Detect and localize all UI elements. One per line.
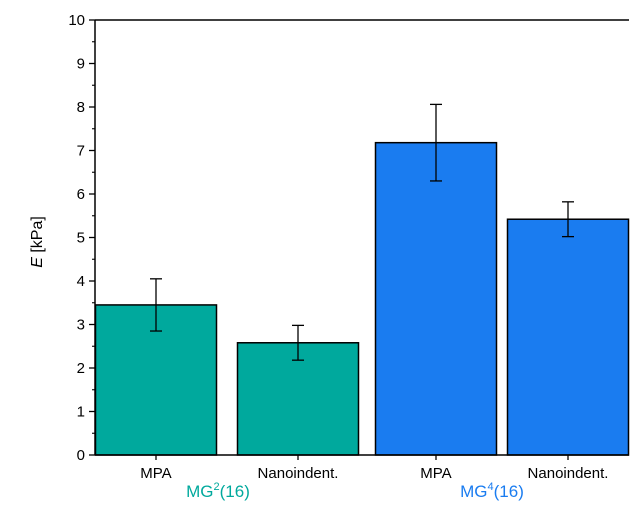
group-label-suffix: (16) (494, 482, 524, 501)
y-tick-label-9: 9 (77, 56, 85, 73)
y-tick-label-3: 3 (77, 317, 85, 334)
group-label-base: MG (186, 482, 213, 501)
group-label-mg4: MG4(16) (460, 481, 524, 501)
y-tick-label-10: 10 (68, 12, 85, 29)
x-tick-label-0: MPA (140, 465, 171, 482)
y-tick-label-7: 7 (77, 143, 85, 160)
group-label-mg2: MG2(16) (186, 481, 250, 501)
y-tick-label-2: 2 (77, 360, 85, 377)
bars-layer (94, 141, 630, 456)
bar-3 (506, 218, 630, 456)
group-label-sup: 2 (214, 481, 220, 493)
y-axis-unit: [kPa] (29, 216, 46, 257)
x-tick-label-2: MPA (420, 465, 451, 482)
y-axis-title: E [kPa] (29, 216, 46, 268)
group-label-suffix: (16) (220, 482, 250, 501)
error-bar-0 (150, 278, 162, 332)
y-tick-label-6: 6 (77, 186, 85, 203)
y-tick-label-4: 4 (77, 273, 85, 290)
group-label-base: MG (460, 482, 487, 501)
error-bar-3 (562, 201, 574, 238)
bar-1 (236, 342, 360, 456)
group-label-sup: 4 (488, 481, 494, 493)
y-tick-label-8: 8 (77, 99, 85, 116)
error-bar-2 (430, 103, 442, 182)
error-bars-layer (150, 103, 574, 361)
x-tick-label-3: Nanoindent. (528, 465, 609, 482)
error-bar-1 (292, 324, 304, 361)
x-tick-label-1: Nanoindent. (258, 465, 339, 482)
axes-layer: MPA Nanoindent. MPA Nanoindent. 0 1 2 3 4 5 6 7 8 9 10 (68, 12, 629, 482)
y-axis-symbol: E (29, 257, 46, 268)
bar-2 (374, 141, 498, 456)
y-tick-label-5: 5 (77, 230, 85, 247)
y-tick-label-0: 0 (77, 447, 85, 464)
y-tick-label-1: 1 (77, 404, 85, 421)
